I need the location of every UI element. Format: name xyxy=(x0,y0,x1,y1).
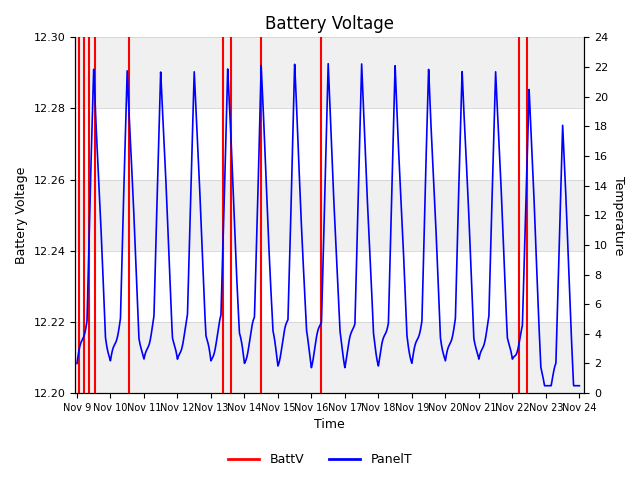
Bar xyxy=(76,37,584,108)
Title: Battery Voltage: Battery Voltage xyxy=(266,15,394,33)
Bar xyxy=(76,251,584,322)
Text: BC_met: BC_met xyxy=(0,479,1,480)
Bar xyxy=(76,322,584,393)
Legend: BattV, PanelT: BattV, PanelT xyxy=(223,448,417,471)
Y-axis label: Battery Voltage: Battery Voltage xyxy=(15,167,28,264)
Bar xyxy=(76,180,584,251)
X-axis label: Time: Time xyxy=(314,419,345,432)
Bar xyxy=(76,108,584,180)
Y-axis label: Temperature: Temperature xyxy=(612,176,625,255)
